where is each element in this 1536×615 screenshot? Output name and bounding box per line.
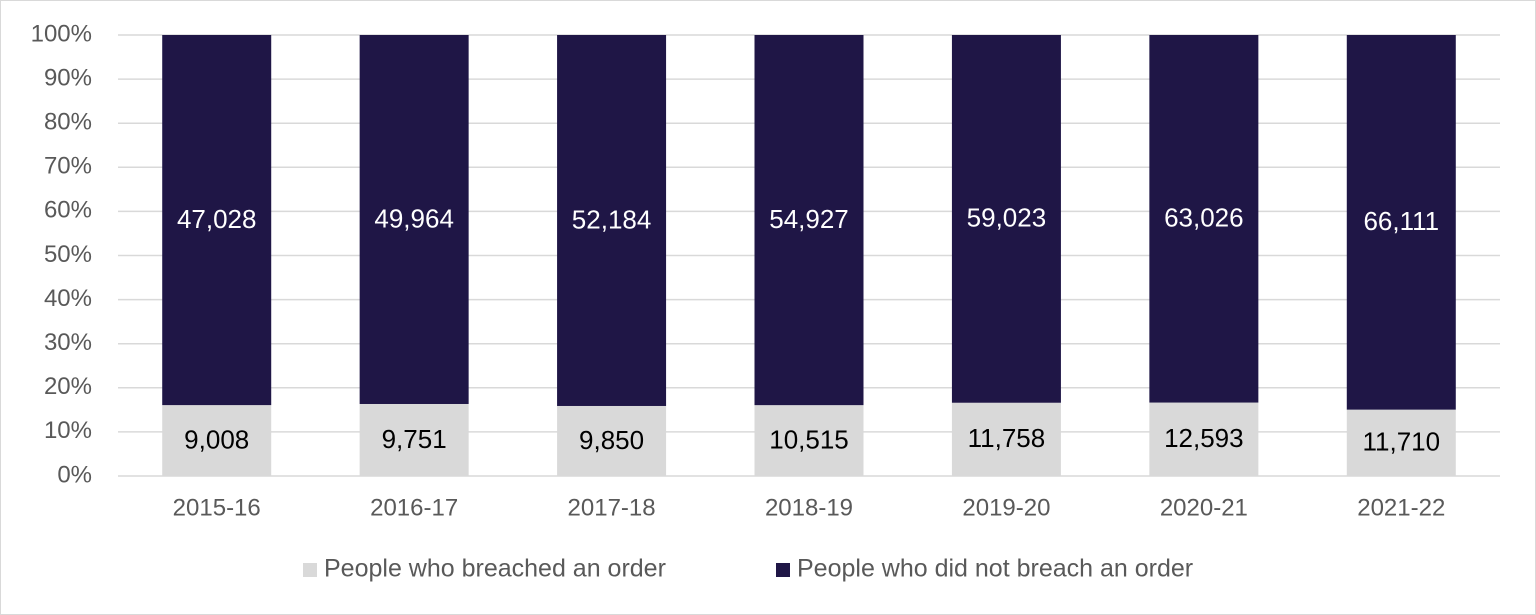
bar-segment	[754, 35, 864, 406]
x-tick-label: 2017-18	[568, 494, 656, 521]
y-tick-label: 100%	[31, 20, 92, 47]
data-label: 52,184	[572, 204, 652, 234]
bar-segment	[162, 35, 272, 406]
y-tick-label: 80%	[44, 109, 92, 136]
y-tick-label: 40%	[44, 285, 92, 312]
data-label: 9,751	[382, 424, 447, 454]
data-label: 10,515	[769, 424, 849, 454]
bar-segment	[359, 35, 469, 404]
y-tick-label: 50%	[44, 241, 92, 268]
x-tick-label: 2021-22	[1357, 494, 1445, 521]
data-label: 11,758	[968, 423, 1046, 453]
data-label: 11,710	[1362, 427, 1440, 457]
bar-segment	[557, 35, 667, 406]
bar-segment	[1346, 35, 1456, 410]
data-label: 9,008	[184, 424, 249, 454]
data-label: 47,028	[177, 204, 257, 234]
x-tick-label: 2015-16	[173, 494, 261, 521]
bar-segment	[162, 405, 272, 476]
data-label: 59,023	[967, 203, 1047, 233]
x-tick-label: 2018-19	[765, 494, 853, 521]
y-tick-label: 30%	[44, 329, 92, 356]
data-label: 63,026	[1164, 203, 1244, 233]
y-tick-label: 60%	[44, 197, 92, 224]
data-label: 54,927	[769, 204, 849, 234]
bar-segment	[359, 403, 469, 476]
legend-swatch	[776, 563, 790, 577]
y-tick-label: 20%	[44, 373, 92, 400]
bar-segment	[754, 405, 864, 476]
legend-label: People who did not breach an order	[797, 555, 1193, 583]
bar-segment	[951, 35, 1061, 403]
bar-segment	[1149, 35, 1259, 403]
bar-segment	[1346, 409, 1456, 476]
y-tick-label: 90%	[44, 64, 92, 91]
bar-segment	[1149, 402, 1259, 476]
x-tick-label: 2020-21	[1160, 494, 1248, 521]
data-label: 9,850	[579, 425, 644, 455]
bar-segment	[557, 405, 667, 476]
legend-label: People who breached an order	[324, 555, 666, 583]
y-tick-label: 10%	[44, 417, 92, 444]
y-tick-label: 0%	[57, 461, 92, 488]
data-label: 12,593	[1164, 423, 1244, 453]
bar-segment	[951, 402, 1061, 476]
y-tick-label: 70%	[44, 153, 92, 180]
legend-swatch	[303, 563, 317, 577]
data-label: 66,111	[1363, 206, 1439, 236]
data-label: 49,964	[374, 203, 454, 233]
x-tick-label: 2019-20	[962, 494, 1050, 521]
x-tick-label: 2016-17	[370, 494, 458, 521]
